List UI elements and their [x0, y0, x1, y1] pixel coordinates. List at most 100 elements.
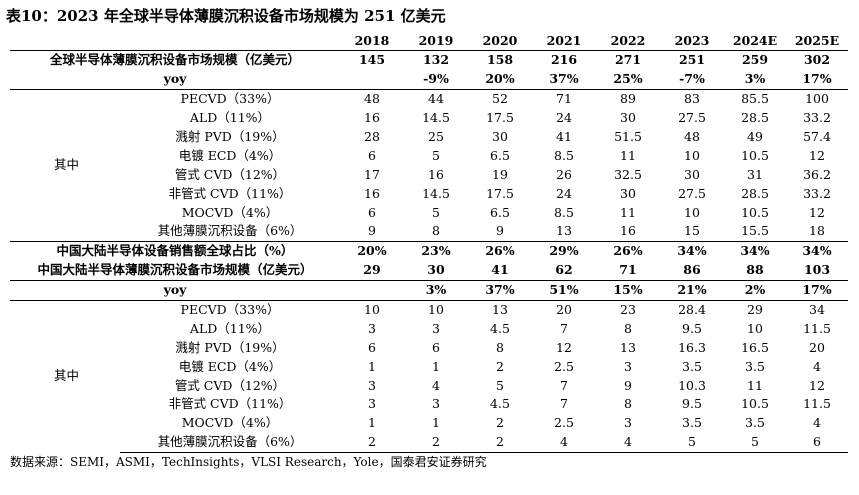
global-item-cell-2024E: 10.5: [741, 147, 769, 163]
global-total-cell-2018: 145: [358, 52, 386, 68]
global-item-cell-2019: 5: [432, 204, 440, 220]
china-yoy-cell-2024E: 2%: [724, 280, 786, 301]
china-item-row: 其他薄膜沉积设备（6%） 2 2 2 4 4 5 5 6: [10, 432, 848, 453]
global-item-label: ALD（11%）: [189, 110, 271, 126]
global-item-row: 非管式 CVD（11%） 16 14.5 17.5 24 30 27.5 28.5 33.2: [10, 184, 848, 203]
global-item-cell-2019: 5: [432, 147, 440, 163]
china-item-cell-2024E: 10: [747, 320, 763, 336]
global-item-cell-2021: 13: [556, 223, 572, 239]
china-item-cell-2024E: 11: [747, 377, 763, 393]
global-item-label: 电镀 ECD（4%）: [178, 147, 282, 163]
china-total-cell-2025E: 103: [786, 260, 848, 281]
global-item-cell-2022: 16: [620, 223, 636, 239]
global-item-cell-2022: 51.5: [614, 129, 642, 144]
china-item-cell-2020: 2: [496, 358, 504, 374]
table-body: 2018 2019 2020 2021 2022 2023 2024E 2025E 全球半导体薄…: [10, 31, 848, 453]
global-total-cell-2019: 132: [422, 52, 450, 68]
china-item-cell-2023: 16.3: [678, 339, 706, 355]
data-table-container: 2018 2019 2020 2021 2022 2023 2024E 2025E 全球半导体薄…: [10, 31, 848, 453]
china-share-cell-2025E: 34%: [786, 240, 848, 261]
china-share-cell-2024E: 34%: [724, 240, 786, 261]
china-total-label: 中国大陆半导体薄膜沉积设备市场规模（亿美元）: [10, 260, 340, 281]
china-item-cell-2019: 3: [432, 320, 440, 336]
global-group-label: 其中: [54, 157, 80, 173]
global-item-cell-2018: 48: [364, 91, 380, 107]
year-header-2019: 2019: [404, 31, 468, 51]
china-item-cell-2019: 1: [432, 415, 440, 431]
china-item-cell-2021: 2.5: [554, 415, 574, 431]
china-item-cell-2025E: 11.5: [803, 396, 831, 412]
china-item-cell-2018: 6: [368, 339, 376, 355]
china-item-row: 电镀 ECD（4%） 1 1 2 2.5 3 3.5 3.5 4: [10, 357, 848, 376]
china-item-cell-2023: 5: [660, 432, 724, 453]
global-item-label: 其他薄膜沉积设备（6%）: [157, 223, 303, 239]
global-item-cell-2022: 32.5: [614, 166, 642, 182]
global-item-cell-2023: 10: [684, 204, 700, 220]
china-item-cell-2021: 2.5: [554, 358, 574, 374]
china-item-cell-2021: 4: [532, 432, 596, 453]
china-item-cell-2020: 5: [496, 377, 504, 393]
global-item-cell-2025E: 57.4: [803, 129, 831, 144]
china-yoy-cell-2022: 15%: [596, 280, 660, 301]
header-blank: [10, 31, 340, 51]
china-item-cell-2023: 3.5: [682, 358, 702, 374]
china-total-cell-2024E: 88: [724, 260, 786, 281]
china-item-cell-2024E: 3.5: [745, 358, 765, 374]
global-item-cell-2018: 16: [364, 185, 380, 201]
china-item-cell-2022: 23: [620, 302, 636, 318]
china-item-cell-2019: 10: [428, 302, 444, 318]
global-total-cell-2024E: 259: [741, 52, 769, 68]
china-item-cell-2023: 10.3: [678, 377, 706, 393]
china-item-cell-2020: 13: [492, 302, 508, 318]
china-item-cell-2021: 12: [556, 339, 572, 355]
china-item-cell-2020: 4.5: [490, 320, 510, 336]
china-item-cell-2021: 7: [560, 320, 568, 336]
global-item-cell-2025E: 36.2: [803, 166, 831, 182]
global-item-row: 其中 PECVD（33%） 48 44 52 71 89 83 85.5 100: [10, 89, 848, 172]
china-yoy-cell-2025E: 17%: [786, 280, 848, 301]
global-item-label: PECVD（33%）: [180, 91, 280, 107]
global-item-cell-2020: 17.5: [486, 185, 514, 201]
china-item-cell-2018: 1: [368, 415, 376, 431]
china-share-label: 中国大陆半导体设备销售额全球占比（%）: [10, 240, 340, 261]
global-item-cell-2020: 19: [492, 166, 508, 182]
global-item-label: 管式 CVD（12%）: [174, 166, 286, 182]
global-item-cell-2021: 71: [556, 91, 572, 107]
china-item-cell-2022: 8: [624, 320, 632, 336]
china-item-cell-2025E: 4: [813, 358, 821, 374]
global-item-cell-2021: 26: [556, 166, 572, 182]
header-row: 2018 2019 2020 2021 2022 2023 2024E 2025E: [10, 31, 848, 51]
global-total-cell-2022: 271: [614, 52, 642, 68]
china-item-cell-2023: 3.5: [682, 415, 702, 431]
global-item-cell-2025E: 33.2: [803, 110, 831, 126]
china-item-cell-2025E: 4: [813, 415, 821, 431]
global-item-row: MOCVD（4%） 6 5 6.5 8.5 11 10 10.5 12: [10, 203, 848, 222]
global-item-cell-2024E: 28.5: [741, 185, 769, 201]
global-item-cell-2023: 27.5: [678, 110, 706, 126]
global-item-cell-2019: 8: [432, 223, 440, 239]
source-note: 数据来源：SEMI，ASMI，TechInsights，VLSI Researc…: [10, 455, 487, 469]
china-item-cell-2020: 2: [468, 432, 532, 453]
global-item-cell-2023: 27.5: [678, 185, 706, 201]
china-item-row: 管式 CVD（12%） 3 4 5 7 9 10.3 11 12: [10, 376, 848, 395]
china-item-cell-2022: 13: [620, 339, 636, 355]
global-yoy-cell-2023: -7%: [660, 69, 724, 90]
china-total-cell-2019: 30: [404, 260, 468, 281]
global-item-cell-2019: 16: [428, 166, 444, 182]
china-item-cell-2023: 28.4: [678, 302, 706, 318]
global-item-label: 溅射 PVD（19%）: [175, 129, 285, 144]
global-total-cell-2020: 158: [486, 52, 514, 68]
china-item-cell-2021: 7: [560, 396, 568, 412]
global-item-cell-2022: 30: [620, 110, 636, 126]
global-item-cell-2020: 6.5: [490, 204, 510, 220]
china-share-row: 中国大陆半导体设备销售额全球占比（%） 20% 23% 26% 29% 26% 34% 34%…: [10, 240, 848, 261]
china-item-cell-2023: 9.5: [682, 320, 702, 336]
china-share-cell-2019: 23%: [404, 240, 468, 261]
global-item-cell-2019: 14.5: [422, 185, 450, 201]
global-item-cell-2021: 8.5: [554, 204, 574, 220]
global-item-cell-2023: 83: [684, 91, 700, 107]
china-item-label: PECVD（33%）: [180, 302, 280, 318]
global-item-cell-2020: 52: [492, 91, 508, 107]
global-item-cell-2025E: 33.2: [803, 185, 831, 201]
china-item-cell-2023: 9.5: [682, 396, 702, 412]
